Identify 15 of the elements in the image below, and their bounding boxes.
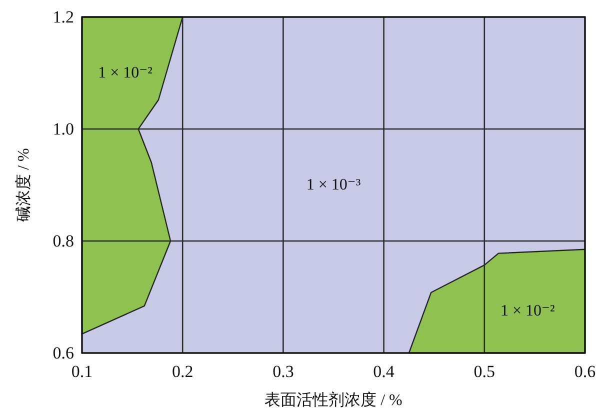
x-axis-title: 表面活性剂浓度 / % [264, 391, 402, 409]
x-tick-label: 0.4 [373, 362, 395, 381]
annotation: 1 × 10⁻² [98, 64, 153, 82]
y-axis-title: 碱浓度 / % [14, 148, 32, 222]
y-tick-label: 0.8 [52, 232, 74, 250]
x-tick-label: 0.6 [574, 362, 596, 381]
y-tick-label: 0.6 [52, 344, 74, 362]
x-tick-label: 0.5 [474, 362, 496, 381]
x-tick-label: 0.2 [172, 362, 194, 381]
y-tick-label: 1.2 [52, 8, 74, 26]
annotation: 1 × 10⁻² [500, 302, 555, 320]
y-tick-label: 1.0 [52, 120, 74, 138]
x-tick-label: 0.3 [272, 362, 294, 381]
x-tick-label: 0.1 [71, 362, 93, 381]
annotation: 1 × 10⁻³ [306, 176, 361, 194]
